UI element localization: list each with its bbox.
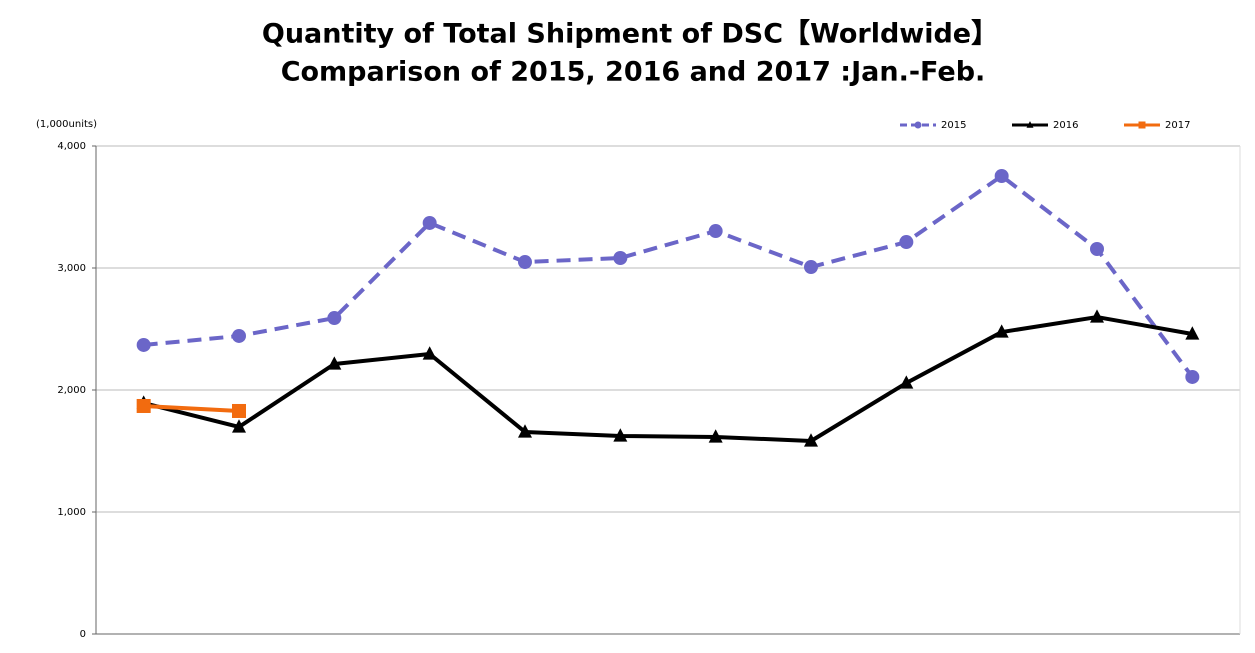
data-point <box>1090 241 1104 256</box>
data-point <box>327 356 342 370</box>
data-point <box>1090 309 1104 323</box>
data-point <box>804 433 818 447</box>
data-point <box>422 215 437 230</box>
data-point <box>613 428 628 442</box>
y-tick-label: 2,000 <box>57 385 86 396</box>
data-point <box>136 337 151 352</box>
data-point <box>232 328 246 343</box>
y-tick-label: 1,000 <box>57 507 86 518</box>
data-point <box>994 324 1009 338</box>
y-tick-label: 3,000 <box>57 263 86 274</box>
data-point <box>136 398 151 413</box>
chart-title: Quantity of Total Shipment of DSC【Worldw… <box>262 19 998 50</box>
y-tick-label: 4,000 <box>57 141 86 152</box>
data-point <box>613 250 628 265</box>
data-point <box>708 224 723 239</box>
legend-label: 2015 <box>941 120 966 131</box>
data-point <box>804 260 818 275</box>
data-point <box>518 255 532 270</box>
data-point <box>232 403 246 418</box>
y-tick-label: 0 <box>80 629 86 640</box>
series-line <box>143 174 1194 379</box>
data-point <box>232 419 246 433</box>
legend-marker <box>1026 121 1034 128</box>
data-point <box>422 346 437 360</box>
chart-subtitle: Comparison of 2015, 2016 and 2017 :Jan.-… <box>281 57 986 88</box>
data-point <box>1185 369 1200 384</box>
data-point <box>1185 326 1200 340</box>
series-line <box>143 315 1193 443</box>
legend-label: 2016 <box>1053 120 1078 131</box>
legend-label: 2017 <box>1165 120 1190 131</box>
y-axis-label: (1,000units) <box>36 119 97 130</box>
series-line <box>143 403 240 413</box>
data-point <box>899 375 914 389</box>
data-point <box>518 424 532 438</box>
data-point <box>994 169 1009 184</box>
data-point <box>327 311 342 326</box>
data-point <box>899 235 914 250</box>
legend-marker <box>1138 121 1146 129</box>
data-point <box>708 429 723 443</box>
legend-marker <box>914 121 922 129</box>
